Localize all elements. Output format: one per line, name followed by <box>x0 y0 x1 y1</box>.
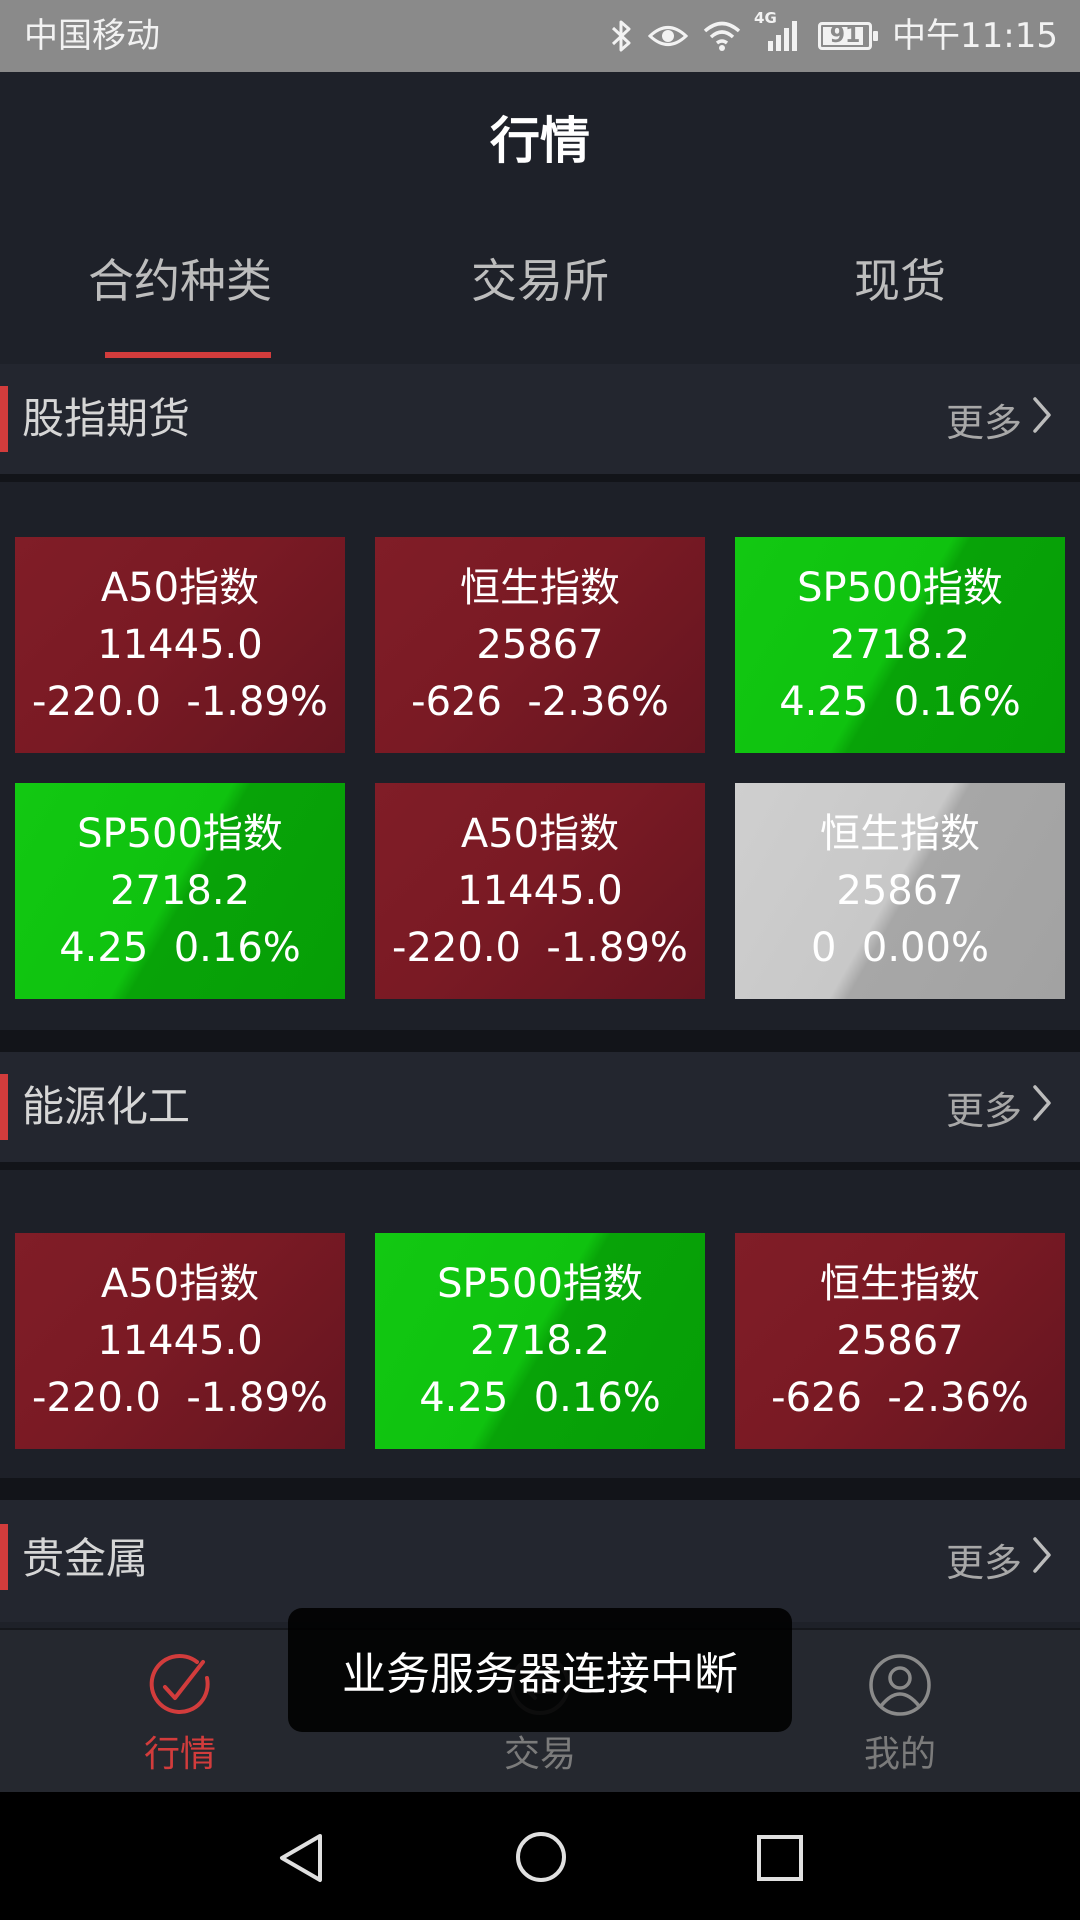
home-icon[interactable] <box>514 1830 568 1888</box>
section-accent-bar <box>0 386 8 452</box>
more-label: 更多 <box>945 1088 1022 1133</box>
card-change: -220.0 -1.89% <box>32 678 328 725</box>
card-name: A50指数 <box>100 564 260 611</box>
profile-icon <box>865 1650 935 1720</box>
card-change: -626 -2.36% <box>411 678 669 725</box>
quote-card-a50[interactable]: A50指数 11445.0 -220.0 -1.89% <box>15 1233 345 1449</box>
card-name: SP500指数 <box>77 810 283 857</box>
status-bar: 中国移动 4G 91 中午11:15 <box>0 0 1080 72</box>
section-body-energy-chemicals: A50指数 11445.0 -220.0 -1.89% SP500指数 2718… <box>0 1170 1080 1478</box>
wifi-icon <box>702 20 742 52</box>
battery-level: 91 <box>829 23 861 48</box>
chevron-right-icon <box>1030 395 1054 444</box>
card-price: 2718.2 <box>470 1317 610 1364</box>
card-name: SP500指数 <box>437 1260 643 1307</box>
more-button[interactable]: 更多 <box>946 388 1054 450</box>
card-price: 25867 <box>836 1317 964 1364</box>
nav-item-profile[interactable]: 我的 <box>720 1630 1080 1794</box>
more-button[interactable]: 更多 <box>946 1528 1054 1590</box>
section-header-energy-chemicals: 能源化工 更多 <box>0 1052 1080 1162</box>
section-title: 贵金属 <box>22 1534 149 1583</box>
quote-card-sp500[interactable]: SP500指数 2718.2 4.25 0.16% <box>15 783 345 999</box>
section-title: 能源化工 <box>22 1082 191 1131</box>
network-type: 4G <box>754 9 777 27</box>
quote-card-hang-seng[interactable]: 恒生指数 25867 0 0.00% <box>735 783 1065 999</box>
card-price: 11445.0 <box>97 621 263 668</box>
tab-contract-type[interactable]: 合约种类 <box>88 254 272 308</box>
back-icon[interactable] <box>276 1832 326 1888</box>
section-accent-bar <box>0 1524 8 1590</box>
card-price: 11445.0 <box>457 867 623 914</box>
card-name: SP500指数 <box>797 564 1003 611</box>
card-name: 恒生指数 <box>460 564 620 611</box>
card-name: 恒生指数 <box>820 810 980 857</box>
section-accent-bar <box>0 1074 8 1140</box>
system-nav-bar <box>0 1792 1080 1920</box>
card-price: 25867 <box>476 621 604 668</box>
card-change: 4.25 0.16% <box>59 924 301 971</box>
section-header-precious-metals: 贵金属 更多 <box>0 1500 1080 1622</box>
active-tab-indicator <box>105 352 271 358</box>
market-icon <box>145 1650 215 1720</box>
card-change: 4.25 0.16% <box>779 678 1021 725</box>
carrier-name: 中国移动 <box>24 16 160 56</box>
chevron-right-icon <box>1030 1535 1054 1584</box>
nav-item-market[interactable]: 行情 <box>0 1630 360 1794</box>
bluetooth-icon <box>610 18 634 54</box>
section-header-index-futures: 股指期货 更多 <box>0 364 1080 474</box>
nav-label: 我的 <box>863 1734 936 1775</box>
section-title: 股指期货 <box>22 394 191 443</box>
status-time: 中午11:15 <box>892 16 1058 56</box>
card-change: -220.0 -1.89% <box>392 924 688 971</box>
section-gap <box>0 1030 1080 1052</box>
tab-exchange[interactable]: 交易所 <box>471 254 609 308</box>
nav-label: 行情 <box>143 1734 216 1775</box>
card-name: A50指数 <box>100 1260 260 1307</box>
battery-icon: 91 <box>818 22 879 50</box>
chevron-right-icon <box>1030 1083 1054 1132</box>
card-change: -626 -2.36% <box>771 1374 1029 1421</box>
card-price: 2718.2 <box>830 621 970 668</box>
header: 行情 合约种类 交易所 现货 <box>0 72 1080 358</box>
card-price: 2718.2 <box>110 867 250 914</box>
card-change: 0 0.00% <box>811 924 989 971</box>
card-name: A50指数 <box>460 810 620 857</box>
card-change: -220.0 -1.89% <box>32 1374 328 1421</box>
divider <box>0 474 1080 482</box>
eye-icon <box>648 21 689 51</box>
card-price: 11445.0 <box>97 1317 263 1364</box>
more-label: 更多 <box>945 1540 1022 1585</box>
quote-card-hang-seng[interactable]: 恒生指数 25867 -626 -2.36% <box>375 537 705 753</box>
quote-card-a50[interactable]: A50指数 11445.0 -220.0 -1.89% <box>15 537 345 753</box>
divider <box>0 1162 1080 1170</box>
card-change: 4.25 0.16% <box>419 1374 661 1421</box>
section-body-index-futures: A50指数 11445.0 -220.0 -1.89% 恒生指数 25867 -… <box>0 482 1080 1030</box>
recent-apps-icon[interactable] <box>756 1834 804 1886</box>
card-price: 25867 <box>836 867 964 914</box>
card-name: 恒生指数 <box>820 1260 980 1307</box>
quote-card-sp500[interactable]: SP500指数 2718.2 4.25 0.16% <box>375 1233 705 1449</box>
toast-message: 业务服务器连接中断 <box>288 1608 792 1732</box>
nav-label: 交易 <box>503 1734 576 1775</box>
page-title: 行情 <box>490 112 590 170</box>
quote-card-a50[interactable]: A50指数 11445.0 -220.0 -1.89% <box>375 783 705 999</box>
status-icons: 4G 91 中午11:15 <box>610 9 1058 58</box>
quote-card-hang-seng[interactable]: 恒生指数 25867 -626 -2.36% <box>735 1233 1065 1449</box>
more-button[interactable]: 更多 <box>946 1076 1054 1138</box>
section-gap <box>0 1478 1080 1500</box>
more-label: 更多 <box>945 400 1022 445</box>
quote-card-sp500[interactable]: SP500指数 2718.2 4.25 0.16% <box>735 537 1065 753</box>
tab-spot[interactable]: 现货 <box>854 254 946 308</box>
signal-icon: 4G <box>754 9 800 53</box>
